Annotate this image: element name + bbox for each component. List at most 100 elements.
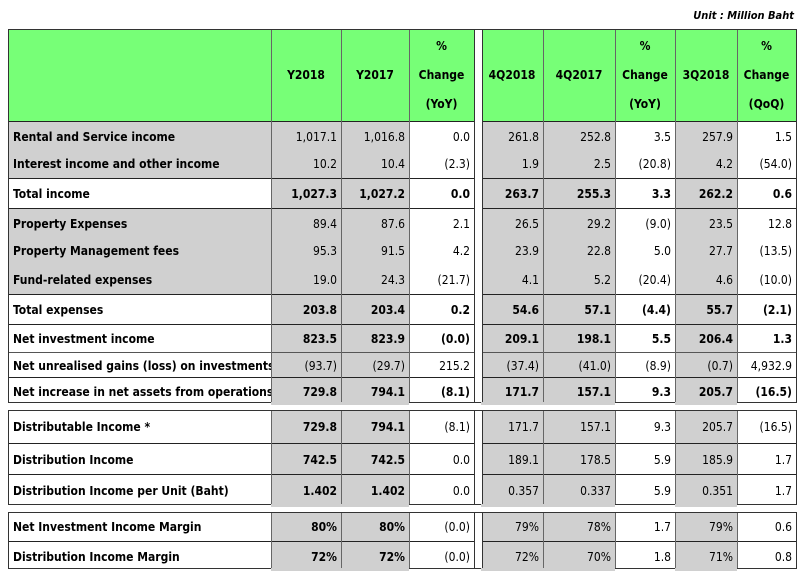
table-row: Rental and Service income 1,017.1 1,016.8 0…: [9, 121, 796, 151]
value-cell: (8.1): [441, 384, 470, 399]
col-divider: [675, 513, 676, 568]
col-divider: [615, 30, 616, 402]
value-cell: 24.3: [341, 265, 409, 294]
value-cell: 4.6: [675, 265, 737, 294]
value-cell: 794.1: [341, 378, 409, 405]
value-cell: 0.2: [450, 303, 470, 317]
value-cell: 263.7: [481, 179, 543, 209]
col-divider: [737, 30, 738, 402]
col-divider: [409, 513, 410, 568]
table-row: Distributable Income * 729.8 794.1 (8.1) 171…: [9, 411, 796, 443]
col-divider: [271, 30, 272, 402]
table-row: Interest income and other income 10.2 10.4…: [9, 150, 796, 178]
value-cell: (54.0): [759, 157, 792, 171]
table-header-row: Y2018 Y2017 % Change (YoY) 4Q2018 4Q2017…: [9, 30, 796, 121]
value-cell: (29.7): [341, 353, 409, 378]
col-divider: [543, 513, 544, 568]
value-cell: 89.4: [271, 209, 341, 238]
value-cell: 5.9: [653, 484, 671, 498]
value-cell: 0.0: [452, 452, 470, 467]
value-cell: 205.7: [675, 378, 737, 405]
value-cell: 1.5: [774, 129, 792, 144]
value-cell: 0.0: [452, 484, 470, 498]
table-row: Net Investment Income Margin 80% 80% (0.0) 7…: [9, 513, 796, 541]
value-cell: 4.2: [675, 150, 737, 178]
col-divider: [675, 30, 676, 402]
value-cell: (10.0): [759, 272, 792, 287]
column-gap: [474, 30, 483, 402]
value-cell: 70%: [543, 542, 615, 571]
table-row: Total income 1,027.3 1,027.2 0.0 263.7 255.3 3…: [9, 178, 796, 209]
row-label: Net Investment Income Margin: [13, 520, 202, 534]
col-divider: [615, 513, 616, 568]
value-cell: 4.2: [452, 244, 470, 258]
value-cell: 2.1: [452, 216, 470, 231]
value-cell: 23.5: [675, 209, 737, 238]
value-cell: 5.9: [653, 452, 671, 467]
value-cell: 1.8: [653, 549, 671, 564]
col-divider: [341, 30, 342, 402]
value-cell: 189.1: [481, 444, 543, 475]
col-divider: [341, 411, 342, 504]
table-row: Total expenses 203.8 203.4 0.2 54.6 57.1 (4.4)…: [9, 294, 796, 325]
row-label: Fund-related expenses: [9, 265, 271, 294]
value-cell: 157.1: [543, 411, 615, 443]
value-cell: 171.7: [481, 411, 543, 443]
row-label: Distribution Income Margin: [13, 549, 180, 564]
table-row: Distribution Income 742.5 742.5 0.0 189.1 178…: [9, 443, 796, 475]
row-label: Net investment income: [13, 332, 155, 346]
col-divider: [271, 411, 272, 504]
value-cell: 0.8: [774, 549, 792, 564]
value-cell: (0.7): [675, 353, 737, 378]
header-change-yoy: % Change (YoY): [418, 39, 465, 111]
value-cell: 1.7: [653, 520, 671, 534]
value-cell: 72%: [481, 542, 543, 571]
value-cell: 742.5: [271, 444, 341, 475]
value-cell: 78%: [543, 513, 615, 541]
value-cell: (16.5): [755, 384, 792, 399]
table-row: Property Expenses 89.4 87.6 2.1 26.5 29.2 (9.0…: [9, 208, 796, 238]
header-change-yoy-quarter: % Change (YoY): [622, 39, 668, 111]
col-divider: [409, 411, 410, 504]
value-cell: 12.8: [767, 216, 792, 231]
income-statement-table: Y2018 Y2017 % Change (YoY) 4Q2018 4Q2017…: [8, 29, 797, 405]
col-divider: [615, 411, 616, 504]
value-cell: 5.2: [543, 265, 615, 294]
table-row: Property Management fees 95.3 91.5 4.2 23.9 2…: [9, 237, 796, 265]
value-cell: 0.357: [481, 475, 543, 507]
value-cell: 0.0: [450, 187, 470, 201]
value-cell: 80%: [341, 513, 409, 541]
value-cell: 29.2: [543, 209, 615, 238]
value-cell: 9.3: [653, 420, 671, 434]
value-cell: 178.5: [543, 444, 615, 475]
value-cell: 1,016.8: [341, 122, 409, 151]
value-cell: 203.4: [341, 295, 409, 325]
value-cell: 185.9: [675, 444, 737, 475]
value-cell: 794.1: [341, 411, 409, 443]
value-cell: 71%: [675, 542, 737, 571]
value-cell: 1.402: [341, 475, 409, 507]
margin-table: Net Investment Income Margin 80% 80% (0.0) 7…: [8, 512, 797, 571]
distribution-table: Distributable Income * 729.8 794.1 (8.1) 171…: [8, 410, 797, 507]
row-label: Net increase in net assets from operatio…: [13, 384, 274, 399]
value-cell: (2.1): [763, 303, 792, 317]
value-cell: (20.4): [638, 272, 671, 287]
value-cell: 262.2: [675, 179, 737, 209]
value-cell: (37.4): [481, 353, 543, 378]
row-label: Property Expenses: [9, 209, 271, 238]
table-row: Distribution Income per Unit (Baht) 1.402…: [9, 474, 796, 507]
value-cell: (20.8): [638, 157, 671, 171]
value-cell: 729.8: [271, 378, 341, 405]
value-cell: 54.6: [481, 295, 543, 325]
value-cell: 5.5: [651, 332, 671, 346]
row-label: Total expenses: [13, 303, 104, 317]
value-cell: 3.5: [653, 129, 671, 144]
header-change-qoq: % Change (QoQ): [743, 39, 790, 111]
value-cell: (2.3): [444, 157, 470, 171]
value-cell: (21.7): [437, 272, 470, 287]
value-cell: 198.1: [543, 325, 615, 353]
value-cell: 72%: [341, 542, 409, 571]
value-cell: 55.7: [675, 295, 737, 325]
row-label: Distribution Income per Unit (Baht): [13, 484, 229, 498]
value-cell: (0.0): [441, 332, 470, 346]
